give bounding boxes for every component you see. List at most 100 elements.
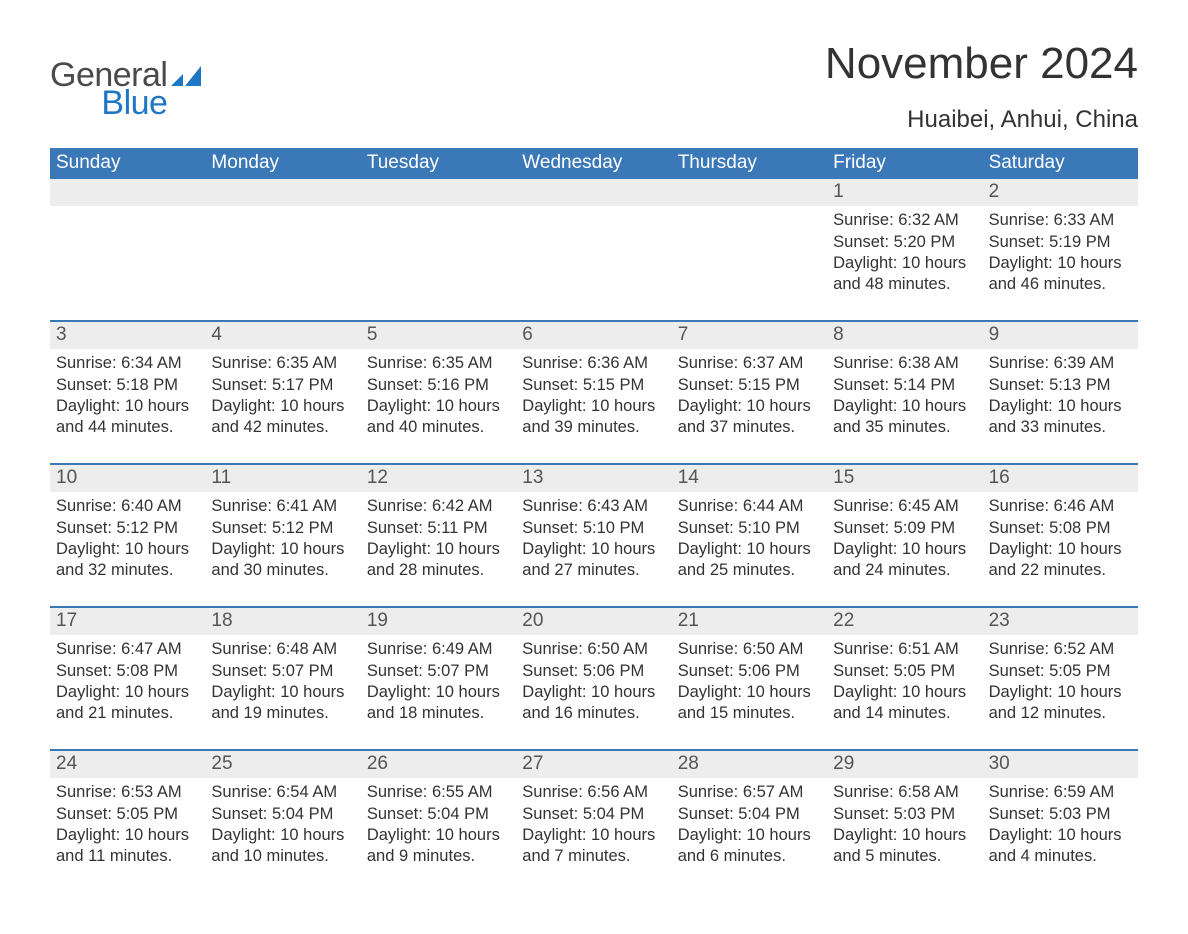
day-number: 12 — [361, 465, 516, 492]
daylight-text: Daylight: 10 hours and 19 minutes. — [211, 682, 354, 724]
sunrise-text: Sunrise: 6:50 AM — [678, 639, 821, 660]
sunrise-text: Sunrise: 6:39 AM — [989, 353, 1132, 374]
daylight-text: Daylight: 10 hours and 14 minutes. — [833, 682, 976, 724]
sunset-text: Sunset: 5:08 PM — [56, 661, 199, 682]
sunset-text: Sunset: 5:20 PM — [833, 232, 976, 253]
daylight-text: Daylight: 10 hours and 11 minutes. — [56, 825, 199, 867]
day-cell: Sunrise: 6:32 AMSunset: 5:20 PMDaylight:… — [827, 206, 982, 302]
sunrise-text: Sunrise: 6:46 AM — [989, 496, 1132, 517]
sunrise-text: Sunrise: 6:49 AM — [367, 639, 510, 660]
sunrise-text: Sunrise: 6:35 AM — [367, 353, 510, 374]
sunrise-text: Sunrise: 6:45 AM — [833, 496, 976, 517]
day-number-row: 24252627282930 — [50, 751, 1138, 778]
day-cell: Sunrise: 6:59 AMSunset: 5:03 PMDaylight:… — [983, 778, 1138, 874]
weekday-label: Wednesday — [516, 148, 671, 179]
sunrise-text: Sunrise: 6:32 AM — [833, 210, 976, 231]
day-number: 8 — [827, 322, 982, 349]
sunrise-text: Sunrise: 6:47 AM — [56, 639, 199, 660]
day-cell — [361, 206, 516, 302]
day-cell: Sunrise: 6:35 AMSunset: 5:17 PMDaylight:… — [205, 349, 360, 445]
day-cell: Sunrise: 6:50 AMSunset: 5:06 PMDaylight:… — [516, 635, 671, 731]
day-cell: Sunrise: 6:39 AMSunset: 5:13 PMDaylight:… — [983, 349, 1138, 445]
sunset-text: Sunset: 5:07 PM — [211, 661, 354, 682]
calendar-week: 24252627282930Sunrise: 6:53 AMSunset: 5:… — [50, 749, 1138, 874]
daylight-text: Daylight: 10 hours and 39 minutes. — [522, 396, 665, 438]
brand-mark-icon — [171, 64, 201, 86]
weekday-label: Friday — [827, 148, 982, 179]
daylight-text: Daylight: 10 hours and 28 minutes. — [367, 539, 510, 581]
sunset-text: Sunset: 5:12 PM — [56, 518, 199, 539]
day-number — [205, 179, 360, 206]
day-number: 10 — [50, 465, 205, 492]
sunrise-text: Sunrise: 6:55 AM — [367, 782, 510, 803]
sunset-text: Sunset: 5:15 PM — [678, 375, 821, 396]
day-cell: Sunrise: 6:36 AMSunset: 5:15 PMDaylight:… — [516, 349, 671, 445]
day-number: 5 — [361, 322, 516, 349]
day-number-row: 12 — [50, 179, 1138, 206]
day-number: 4 — [205, 322, 360, 349]
day-cell: Sunrise: 6:51 AMSunset: 5:05 PMDaylight:… — [827, 635, 982, 731]
sunset-text: Sunset: 5:06 PM — [522, 661, 665, 682]
day-number: 23 — [983, 608, 1138, 635]
sunrise-text: Sunrise: 6:53 AM — [56, 782, 199, 803]
daylight-text: Daylight: 10 hours and 33 minutes. — [989, 396, 1132, 438]
sunset-text: Sunset: 5:11 PM — [367, 518, 510, 539]
day-number: 20 — [516, 608, 671, 635]
sunset-text: Sunset: 5:18 PM — [56, 375, 199, 396]
day-cell: Sunrise: 6:53 AMSunset: 5:05 PMDaylight:… — [50, 778, 205, 874]
day-cell: Sunrise: 6:56 AMSunset: 5:04 PMDaylight:… — [516, 778, 671, 874]
day-number-row: 3456789 — [50, 322, 1138, 349]
sunset-text: Sunset: 5:05 PM — [833, 661, 976, 682]
calendar-page: General Blue November 2024 Huaibei, Anhu… — [0, 0, 1188, 934]
sunset-text: Sunset: 5:19 PM — [989, 232, 1132, 253]
sunrise-text: Sunrise: 6:36 AM — [522, 353, 665, 374]
day-number: 16 — [983, 465, 1138, 492]
day-number: 25 — [205, 751, 360, 778]
sunrise-text: Sunrise: 6:34 AM — [56, 353, 199, 374]
calendar-grid: Sunday Monday Tuesday Wednesday Thursday… — [50, 148, 1138, 874]
weekday-header-row: Sunday Monday Tuesday Wednesday Thursday… — [50, 148, 1138, 179]
sunset-text: Sunset: 5:13 PM — [989, 375, 1132, 396]
daylight-text: Daylight: 10 hours and 10 minutes. — [211, 825, 354, 867]
sunset-text: Sunset: 5:06 PM — [678, 661, 821, 682]
day-number: 15 — [827, 465, 982, 492]
day-number: 26 — [361, 751, 516, 778]
sunrise-text: Sunrise: 6:48 AM — [211, 639, 354, 660]
sunset-text: Sunset: 5:10 PM — [678, 518, 821, 539]
weeks-container: 12Sunrise: 6:32 AMSunset: 5:20 PMDayligh… — [50, 179, 1138, 874]
sunset-text: Sunset: 5:03 PM — [833, 804, 976, 825]
sunset-text: Sunset: 5:08 PM — [989, 518, 1132, 539]
day-number: 22 — [827, 608, 982, 635]
day-cell: Sunrise: 6:41 AMSunset: 5:12 PMDaylight:… — [205, 492, 360, 588]
day-cell: Sunrise: 6:46 AMSunset: 5:08 PMDaylight:… — [983, 492, 1138, 588]
calendar-week: 3456789Sunrise: 6:34 AMSunset: 5:18 PMDa… — [50, 320, 1138, 445]
brand-logo: General Blue — [50, 40, 201, 120]
day-cell: Sunrise: 6:42 AMSunset: 5:11 PMDaylight:… — [361, 492, 516, 588]
sunrise-text: Sunrise: 6:54 AM — [211, 782, 354, 803]
day-cell: Sunrise: 6:40 AMSunset: 5:12 PMDaylight:… — [50, 492, 205, 588]
daylight-text: Daylight: 10 hours and 18 minutes. — [367, 682, 510, 724]
sunset-text: Sunset: 5:14 PM — [833, 375, 976, 396]
daylight-text: Daylight: 10 hours and 16 minutes. — [522, 682, 665, 724]
daylight-text: Daylight: 10 hours and 9 minutes. — [367, 825, 510, 867]
sunset-text: Sunset: 5:17 PM — [211, 375, 354, 396]
day-cell — [516, 206, 671, 302]
day-number: 11 — [205, 465, 360, 492]
day-number: 17 — [50, 608, 205, 635]
day-number — [50, 179, 205, 206]
day-cell: Sunrise: 6:43 AMSunset: 5:10 PMDaylight:… — [516, 492, 671, 588]
daylight-text: Daylight: 10 hours and 7 minutes. — [522, 825, 665, 867]
sunrise-text: Sunrise: 6:42 AM — [367, 496, 510, 517]
day-number: 6 — [516, 322, 671, 349]
day-number: 1 — [827, 179, 982, 206]
day-cell: Sunrise: 6:45 AMSunset: 5:09 PMDaylight:… — [827, 492, 982, 588]
day-number-row: 10111213141516 — [50, 465, 1138, 492]
day-number: 27 — [516, 751, 671, 778]
day-cell: Sunrise: 6:55 AMSunset: 5:04 PMDaylight:… — [361, 778, 516, 874]
day-cell: Sunrise: 6:52 AMSunset: 5:05 PMDaylight:… — [983, 635, 1138, 731]
day-number: 18 — [205, 608, 360, 635]
day-number: 19 — [361, 608, 516, 635]
daylight-text: Daylight: 10 hours and 44 minutes. — [56, 396, 199, 438]
month-title: November 2024 — [825, 40, 1138, 88]
day-number — [516, 179, 671, 206]
